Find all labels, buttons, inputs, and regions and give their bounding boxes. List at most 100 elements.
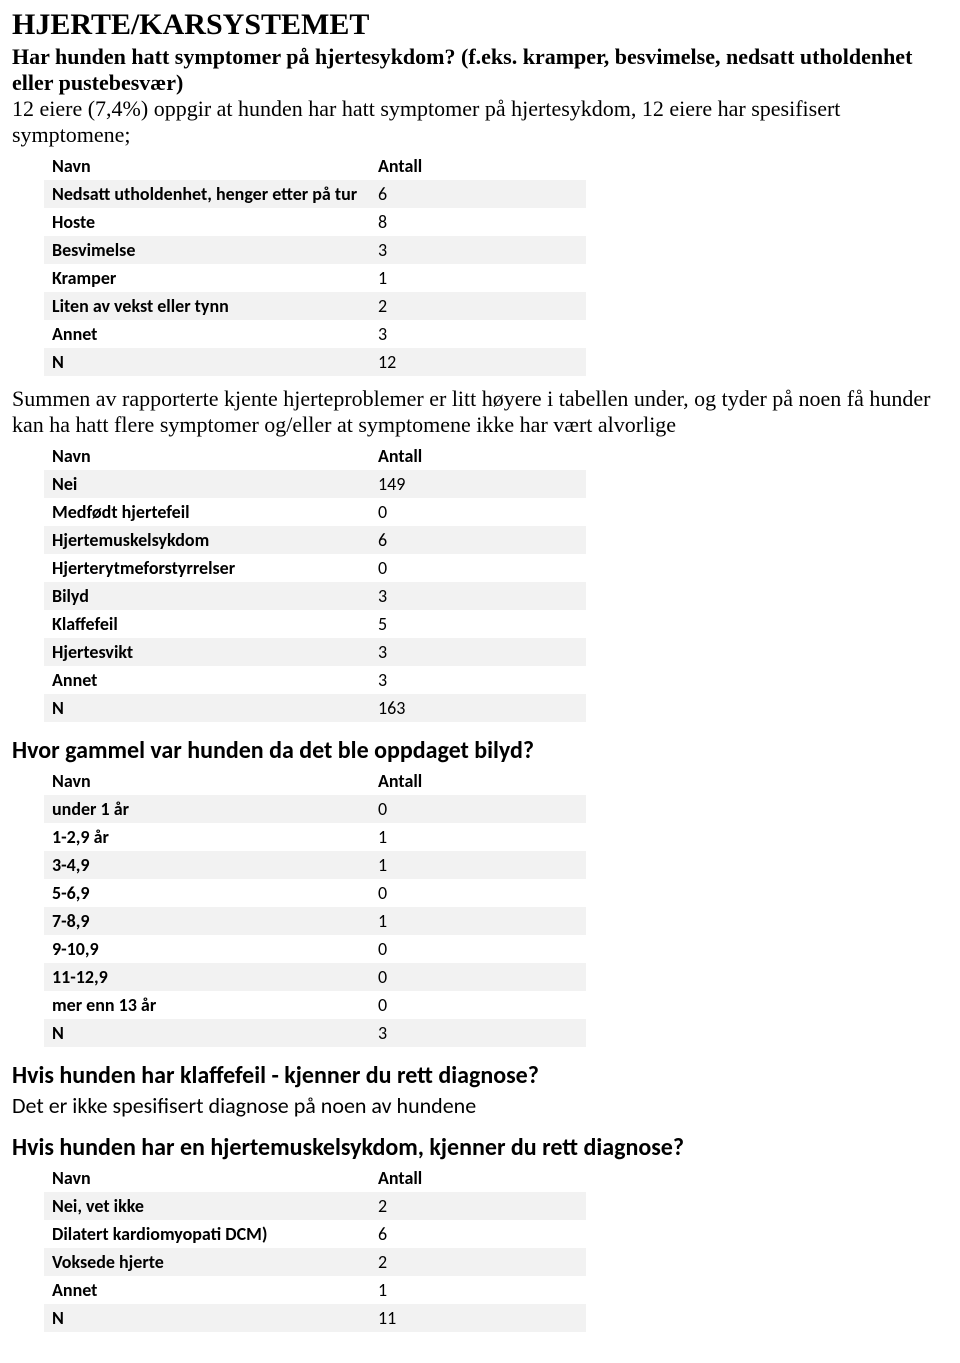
- row-name: Medfødt hjertefeil: [44, 498, 370, 526]
- row-count: 3: [370, 638, 586, 666]
- table-row: Bilyd3: [44, 582, 586, 610]
- table-header-name: Navn: [44, 1164, 370, 1192]
- symptoms-table-body: Nedsatt utholdenhet, henger etter på tur…: [44, 180, 586, 376]
- row-count: 0: [370, 879, 586, 907]
- table-row: Hjertesvikt3: [44, 638, 586, 666]
- row-count: 0: [370, 498, 586, 526]
- table-row: 1-2,9 år1: [44, 823, 586, 851]
- known-problems-table-body: Nei149Medfødt hjertefeil0Hjertemuskelsyk…: [44, 470, 586, 722]
- table-row: Hoste8: [44, 208, 586, 236]
- row-name: 3-4,9: [44, 851, 370, 879]
- row-count: 163: [370, 694, 586, 722]
- page-title: HJERTE/KARSYSTEMET: [12, 8, 948, 42]
- row-count: 0: [370, 795, 586, 823]
- known-problems-table: Navn Antall Nei149Medfødt hjertefeil0Hje…: [44, 442, 586, 722]
- table-row: N11: [44, 1304, 586, 1332]
- table-row: Nei149: [44, 470, 586, 498]
- row-count: 0: [370, 935, 586, 963]
- row-name: 5-6,9: [44, 879, 370, 907]
- row-name: 1-2,9 år: [44, 823, 370, 851]
- row-count: 8: [370, 208, 586, 236]
- table-row: Voksede hjerte2: [44, 1248, 586, 1276]
- row-count: 3: [370, 666, 586, 694]
- section3-heading: Hvor gammel var hunden da det ble oppdag…: [12, 736, 948, 765]
- row-count: 6: [370, 1220, 586, 1248]
- table-row: Nei, vet ikke2: [44, 1192, 586, 1220]
- row-name: Kramper: [44, 264, 370, 292]
- row-name: N: [44, 694, 370, 722]
- row-count: 3: [370, 582, 586, 610]
- row-count: 6: [370, 180, 586, 208]
- table-header-name: Navn: [44, 767, 370, 795]
- row-count: 0: [370, 991, 586, 1019]
- table-row: N12: [44, 348, 586, 376]
- table-row: 9-10,90: [44, 935, 586, 963]
- row-count: 149: [370, 470, 586, 498]
- table-header-count: Antall: [370, 1164, 586, 1192]
- table-row: under 1 år0: [44, 795, 586, 823]
- row-name: Voksede hjerte: [44, 1248, 370, 1276]
- row-count: 5: [370, 610, 586, 638]
- row-name: Hjerterytmeforstyrrelser: [44, 554, 370, 582]
- row-count: 12: [370, 348, 586, 376]
- row-name: mer enn 13 år: [44, 991, 370, 1019]
- table-row: Hjerterytmeforstyrrelser0: [44, 554, 586, 582]
- row-count: 1: [370, 264, 586, 292]
- row-count: 11: [370, 1304, 586, 1332]
- row-count: 0: [370, 554, 586, 582]
- row-name: Bilyd: [44, 582, 370, 610]
- table-row: 3-4,91: [44, 851, 586, 879]
- table-row: Liten av vekst eller tynn2: [44, 292, 586, 320]
- row-name: Annet: [44, 666, 370, 694]
- row-name: Hjertesvikt: [44, 638, 370, 666]
- age-table-body: under 1 år01-2,9 år13-4,915-6,907-8,919-…: [44, 795, 586, 1047]
- row-name: N: [44, 1019, 370, 1047]
- section2-text: Summen av rapporterte kjente hjerteprobl…: [12, 386, 948, 438]
- row-count: 3: [370, 1019, 586, 1047]
- table-row: mer enn 13 år0: [44, 991, 586, 1019]
- row-name: Nei: [44, 470, 370, 498]
- row-name: Annet: [44, 1276, 370, 1304]
- intro-text: 12 eiere (7,4%) oppgir at hunden har hat…: [12, 96, 948, 148]
- row-name: 9-10,9: [44, 935, 370, 963]
- table-row: N163: [44, 694, 586, 722]
- table-row: Besvimelse3: [44, 236, 586, 264]
- table-row: N3: [44, 1019, 586, 1047]
- table-row: Kramper1: [44, 264, 586, 292]
- table-row: Dilatert kardiomyopati DCM)6: [44, 1220, 586, 1248]
- muscle-disease-table: Navn Antall Nei, vet ikke2Dilatert kardi…: [44, 1164, 586, 1332]
- section4-text: Det er ikke spesifisert diagnose på noen…: [12, 1092, 948, 1119]
- table-row: Annet3: [44, 320, 586, 348]
- row-name: Hoste: [44, 208, 370, 236]
- table-row: Medfødt hjertefeil0: [44, 498, 586, 526]
- row-count: 2: [370, 292, 586, 320]
- row-count: 0: [370, 963, 586, 991]
- row-count: 3: [370, 320, 586, 348]
- section4-heading: Hvis hunden har klaffefeil - kjenner du …: [12, 1061, 948, 1090]
- muscle-disease-table-body: Nei, vet ikke2Dilatert kardiomyopati DCM…: [44, 1192, 586, 1332]
- row-count: 2: [370, 1192, 586, 1220]
- row-name: Nei, vet ikke: [44, 1192, 370, 1220]
- row-name: 11-12,9: [44, 963, 370, 991]
- table-row: 5-6,90: [44, 879, 586, 907]
- table-header-count: Antall: [370, 442, 586, 470]
- table-row: Annet1: [44, 1276, 586, 1304]
- table-row: 11-12,90: [44, 963, 586, 991]
- table-header-name: Navn: [44, 442, 370, 470]
- table-header-count: Antall: [370, 152, 586, 180]
- row-count: 3: [370, 236, 586, 264]
- table-row: 7-8,91: [44, 907, 586, 935]
- table-row: Klaffefeil5: [44, 610, 586, 638]
- row-name: N: [44, 348, 370, 376]
- row-count: 1: [370, 1276, 586, 1304]
- row-name: Besvimelse: [44, 236, 370, 264]
- row-name: Klaffefeil: [44, 610, 370, 638]
- row-name: Nedsatt utholdenhet, henger etter på tur: [44, 180, 370, 208]
- section5-heading: Hvis hunden har en hjertemuskelsykdom, k…: [12, 1133, 948, 1162]
- row-count: 1: [370, 907, 586, 935]
- table-header-count: Antall: [370, 767, 586, 795]
- row-count: 6: [370, 526, 586, 554]
- row-name: Liten av vekst eller tynn: [44, 292, 370, 320]
- row-name: Dilatert kardiomyopati DCM): [44, 1220, 370, 1248]
- intro-heading: Har hunden hatt symptomer på hjertesykdo…: [12, 44, 948, 96]
